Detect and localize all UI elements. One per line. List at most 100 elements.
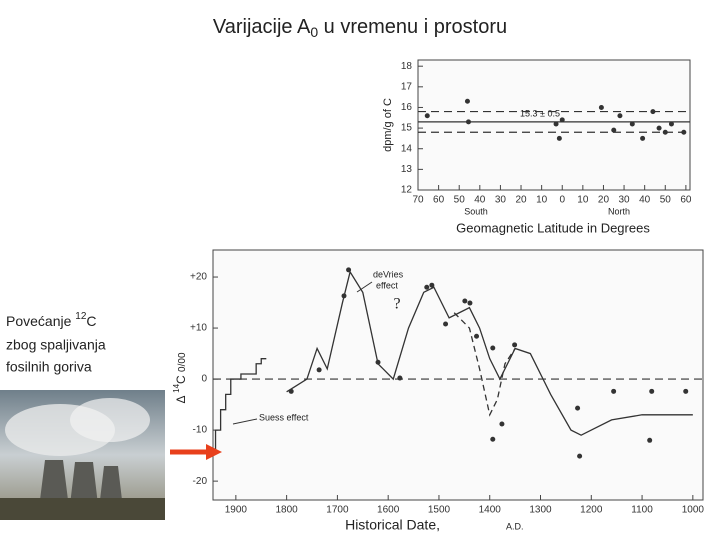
x-tick-label: 1500 xyxy=(428,505,451,516)
annotation: North xyxy=(608,206,630,216)
data-point xyxy=(598,104,604,110)
data-point xyxy=(553,121,559,127)
y-axis-label: dpm/g of C xyxy=(382,98,394,152)
x-axis-label: Historical Date, xyxy=(345,517,440,533)
data-point xyxy=(556,135,562,141)
data-point xyxy=(424,284,430,290)
x-tick-label: 0 xyxy=(559,195,565,206)
y-label-text: C xyxy=(174,372,188,384)
curve xyxy=(214,358,267,451)
slide-title: Varijacije A0 u vremenu i prostoru xyxy=(213,16,507,39)
data-point xyxy=(464,98,470,104)
latitude-chart: dpm/g of C Geomagnetic Latitude in Degre… xyxy=(382,59,692,235)
data-point xyxy=(474,333,480,339)
data-point xyxy=(424,113,430,119)
data-point xyxy=(649,388,655,394)
title-text: u vremenu i prostoru xyxy=(318,16,507,38)
data-point xyxy=(629,121,635,127)
data-point xyxy=(397,375,403,381)
x-tick-label: 10 xyxy=(536,195,548,206)
annotation: effect xyxy=(376,280,398,290)
data-point xyxy=(647,437,653,443)
y-label-unit: 0/00 xyxy=(177,352,188,372)
cooling-towers xyxy=(40,460,122,505)
x-tick-label: 40 xyxy=(474,195,486,206)
x-tick-label: 1000 xyxy=(682,505,705,516)
x-tick-label: 70 xyxy=(412,195,424,206)
annotation: Suess effect xyxy=(259,412,309,422)
y-label-text: Δ xyxy=(174,393,188,404)
y-tick-label: +20 xyxy=(190,272,207,283)
data-point xyxy=(577,453,583,459)
data-point xyxy=(490,345,496,351)
x-tick-label: 1900 xyxy=(225,505,248,516)
x-tick-label: 1100 xyxy=(631,505,653,516)
annotation-arrow xyxy=(356,281,373,293)
annotation-arrow xyxy=(232,418,258,425)
annotation: 15.3 ± 0.5 xyxy=(520,108,560,118)
data-point xyxy=(656,125,662,131)
x-tick-label: 60 xyxy=(680,195,692,206)
date-chart: Δ 14C 0/00 Historical Date, A.D. deVries… xyxy=(172,249,705,533)
data-point xyxy=(640,135,646,141)
data-point xyxy=(575,405,581,411)
x-tick-label: 1400 xyxy=(479,505,502,516)
title-subscript: 0 xyxy=(310,24,318,40)
caption: Povećanje 12C xyxy=(6,311,97,329)
caption-line: zbog spaljivanja xyxy=(6,337,106,353)
data-point xyxy=(668,121,674,127)
x-tick-label: 30 xyxy=(495,195,507,206)
x-tick-label: 1300 xyxy=(529,505,552,516)
data-point xyxy=(465,119,471,125)
x-tick-label: 1800 xyxy=(276,505,299,516)
y-tick-label: 16 xyxy=(401,102,413,113)
y-tick-label: 13 xyxy=(401,164,413,175)
data-point xyxy=(429,282,435,288)
ground xyxy=(0,498,165,520)
data-point xyxy=(462,298,468,304)
caption-text: Povećanje xyxy=(6,313,75,329)
y-tick-label: 14 xyxy=(401,143,413,154)
annotation: South xyxy=(464,206,488,216)
x-tick-label: 50 xyxy=(454,195,466,206)
y-tick-label: -10 xyxy=(193,425,208,436)
data-point xyxy=(611,127,617,133)
x-tick-label: 1600 xyxy=(377,505,400,516)
x-tick-label: 50 xyxy=(660,195,672,206)
data-point xyxy=(662,129,668,135)
x-axis-label: Geomagnetic Latitude in Degrees xyxy=(456,220,650,235)
caption-superscript: 12 xyxy=(75,311,87,322)
data-point xyxy=(559,117,565,123)
x-tick-label: 1200 xyxy=(580,505,603,516)
y-axis-label: Δ 14C 0/00 xyxy=(172,352,188,403)
y-label-superscript: 14 xyxy=(172,383,181,392)
y-tick-label: 0 xyxy=(201,374,207,385)
curve xyxy=(453,312,516,417)
data-point xyxy=(467,300,473,306)
arrow-head xyxy=(206,444,222,460)
title-text: Varijacije A xyxy=(213,16,311,38)
caption-line: fosilnih goriva xyxy=(6,359,92,375)
data-point xyxy=(490,436,496,442)
x-tick-label: 60 xyxy=(433,195,445,206)
data-point xyxy=(611,388,617,394)
x-tick-label: 20 xyxy=(515,195,527,206)
caption-text: C xyxy=(86,313,96,329)
data-point xyxy=(316,367,322,373)
x-tick-label: 1700 xyxy=(326,505,349,516)
data-point xyxy=(499,421,505,427)
data-point xyxy=(681,129,687,135)
y-tick-label: 15 xyxy=(401,123,413,134)
arrow xyxy=(170,444,222,460)
y-tick-label: -20 xyxy=(193,476,208,487)
x-tick-label: 40 xyxy=(639,195,651,206)
curve xyxy=(286,270,693,436)
annotation: deVries xyxy=(373,269,404,279)
y-tick-label: 17 xyxy=(401,81,413,92)
x-axis-unit: A.D. xyxy=(506,521,524,531)
data-point xyxy=(443,321,449,327)
y-tick-label: 12 xyxy=(401,185,413,196)
data-point xyxy=(683,388,689,394)
smoke xyxy=(70,398,150,442)
x-tick-label: 10 xyxy=(577,195,589,206)
